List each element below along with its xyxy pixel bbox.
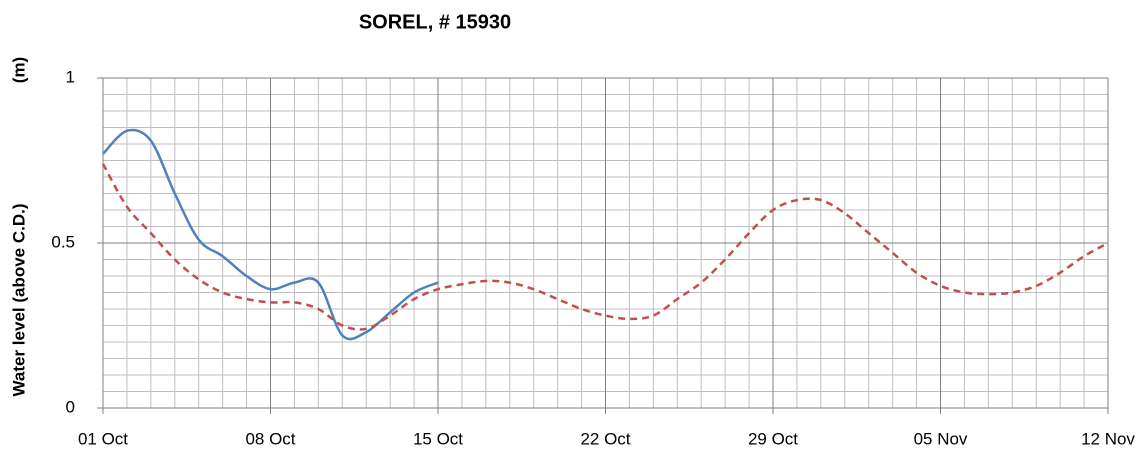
x-tick-label: 05 Nov	[914, 429, 968, 448]
chart-title: SOREL, # 15930	[359, 11, 511, 33]
x-tick-label: 12 Nov	[1081, 429, 1135, 448]
y-tick-label: 0.5	[51, 232, 75, 251]
x-tick-label: 22 Oct	[580, 429, 630, 448]
x-tick-label: 29 Oct	[748, 429, 798, 448]
y-tick-label: 1	[66, 67, 75, 86]
y-axis-unit: (m)	[9, 57, 28, 83]
y-axis-title: Water level (above C.D.)	[9, 203, 28, 396]
y-tick-label: 0	[66, 397, 75, 416]
x-tick-label: 08 Oct	[245, 429, 295, 448]
x-tick-label: 01 Oct	[78, 429, 128, 448]
series-line	[102, 128, 439, 341]
x-tick-label: 15 Oct	[413, 429, 463, 448]
